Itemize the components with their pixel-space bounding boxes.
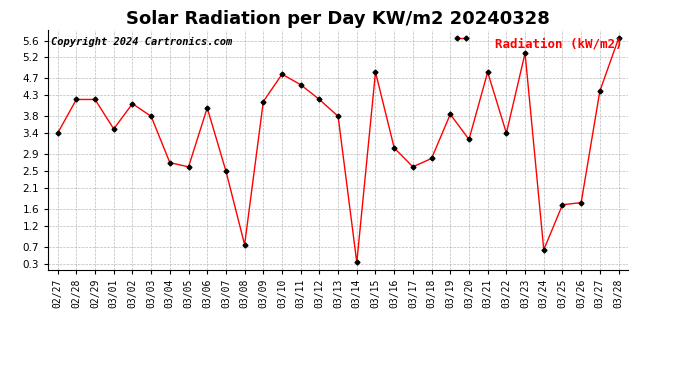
Title: Solar Radiation per Day KW/m2 20240328: Solar Radiation per Day KW/m2 20240328 xyxy=(126,10,550,28)
Text: Radiation (kW/m2): Radiation (kW/m2) xyxy=(495,37,622,50)
Text: Copyright 2024 Cartronics.com: Copyright 2024 Cartronics.com xyxy=(51,37,233,47)
